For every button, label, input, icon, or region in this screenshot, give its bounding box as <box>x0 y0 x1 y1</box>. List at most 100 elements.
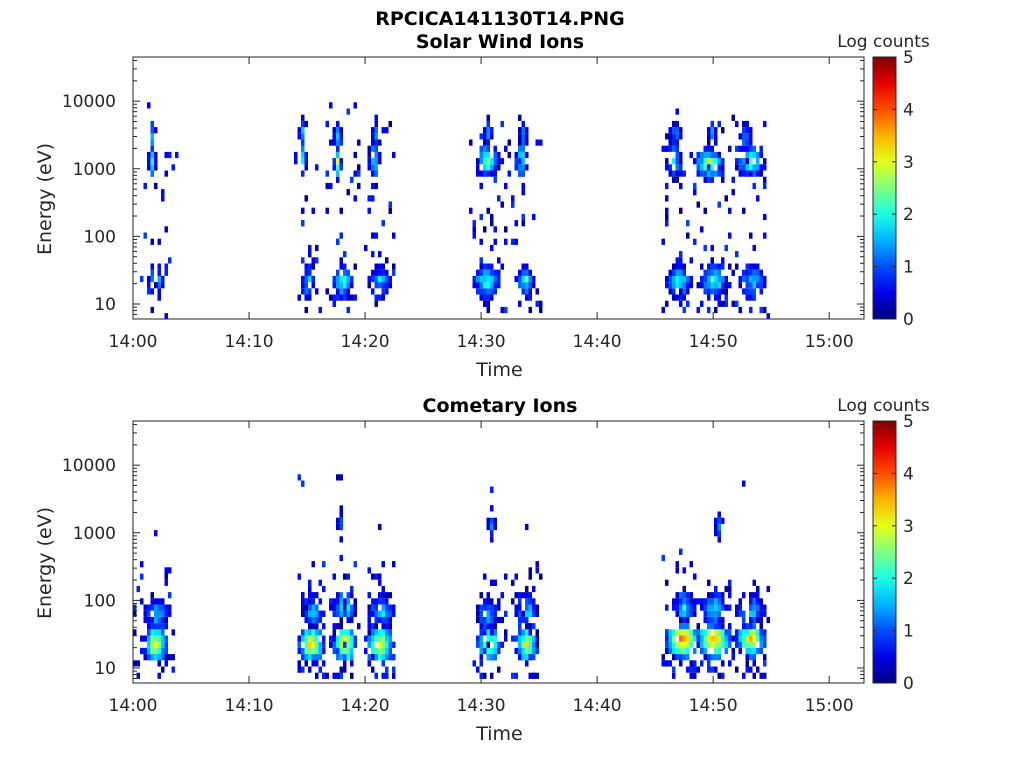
spectrogram-cell <box>710 120 714 128</box>
spectrogram-cell <box>157 598 161 605</box>
spectrogram-cell <box>749 145 753 152</box>
spectrogram-cell <box>157 635 161 642</box>
colorbar-tick-label: 1 <box>903 258 914 278</box>
y-tick-label: 10 <box>94 659 116 679</box>
spectrogram-cell <box>140 598 144 605</box>
spectrogram-cell <box>479 145 483 152</box>
spectrogram-cell <box>493 517 497 524</box>
spectrogram-cell <box>528 592 532 599</box>
spectrogram-cell <box>486 598 490 605</box>
spectrogram-cell <box>500 263 504 270</box>
spectrogram-cell <box>710 133 714 140</box>
spectrogram-cell <box>486 207 490 214</box>
spectrogram-cell <box>721 164 725 171</box>
spectrogram-cell <box>745 145 749 152</box>
spectrogram-cell <box>717 623 721 630</box>
spectrogram-cell <box>154 164 158 171</box>
spectrogram-cell <box>749 598 753 605</box>
spectrogram-cell <box>752 145 756 152</box>
spectrogram-cell <box>371 158 375 165</box>
spectrogram-cell <box>336 517 340 524</box>
spectrogram-cell <box>157 654 161 661</box>
spectrogram-cell <box>493 610 497 617</box>
x-tick-label: 14:50 <box>689 332 738 352</box>
spectrogram-cell <box>532 282 536 289</box>
spectrogram-cell <box>710 641 714 648</box>
spectrogram-cell <box>388 623 392 630</box>
spectrogram-cell <box>493 151 497 159</box>
spectrogram-cell <box>700 647 704 655</box>
spectrogram-cell <box>483 604 487 611</box>
spectrogram-cell <box>525 269 529 276</box>
spectrogram-cell <box>724 282 728 289</box>
spectrogram-cell <box>749 127 753 134</box>
spectrogram-cell <box>504 635 508 642</box>
spectrogram-cell <box>308 579 312 586</box>
spectrogram-cell <box>514 573 518 580</box>
spectrogram-cell <box>721 616 725 624</box>
spectrogram-cell <box>679 269 683 276</box>
spectrogram-cell <box>133 604 137 611</box>
spectrogram-cell <box>325 120 329 128</box>
spectrogram-cell <box>364 635 368 642</box>
spectrogram-cell <box>329 604 333 611</box>
spectrogram-cell <box>745 139 749 146</box>
spectrogram-cell <box>717 263 721 270</box>
spectrogram-cell <box>686 300 690 307</box>
spectrogram-cell <box>381 263 385 270</box>
spectrogram-cell <box>301 610 305 617</box>
spectrogram-cell <box>336 523 340 531</box>
spectrogram-cell <box>311 207 315 214</box>
spectrogram-cell <box>154 647 158 655</box>
spectrogram-cell <box>707 623 711 630</box>
spectrogram-cell <box>700 629 704 636</box>
spectrogram-cell <box>336 610 340 617</box>
spectrogram-cell <box>703 176 707 183</box>
spectrogram-cell <box>749 666 753 673</box>
spectrogram-cell <box>500 158 504 165</box>
spectrogram-cell <box>336 641 340 648</box>
y-tick-label: 10000 <box>62 456 116 476</box>
spectrogram-cell <box>735 251 739 258</box>
spectrogram-cell <box>301 257 305 264</box>
spectrogram-cell <box>504 306 508 314</box>
spectrogram-cell <box>497 647 501 655</box>
spectrogram-cell <box>752 294 756 301</box>
spectrogram-cell <box>672 666 676 673</box>
colorbar-tick-label: 2 <box>903 205 914 225</box>
spectrogram-cell <box>490 672 494 679</box>
spectrogram-cell <box>521 616 525 624</box>
spectrogram-cell <box>738 145 742 152</box>
spectrogram-cell <box>378 158 382 165</box>
spectrogram-cell <box>689 672 693 679</box>
spectrogram-cell <box>535 641 539 648</box>
spectrogram-cell <box>710 288 714 295</box>
spectrogram-cell <box>672 629 676 636</box>
spectrogram-cell <box>679 275 683 283</box>
spectrogram-cell <box>521 269 525 276</box>
spectrogram-cell <box>322 672 326 679</box>
spectrogram-cell <box>763 629 767 636</box>
spectrogram-cell <box>752 629 756 636</box>
spectrogram-cell <box>679 263 683 270</box>
spectrogram-cell <box>343 598 347 605</box>
spectrogram-cell <box>336 269 340 276</box>
spectrogram-cell <box>168 592 172 599</box>
spectrogram-cell <box>742 139 746 146</box>
spectrogram-cell <box>710 610 714 617</box>
colorbar-tick-label: 2 <box>903 569 914 589</box>
spectrogram-cell <box>518 269 522 276</box>
spectrogram-cell <box>374 120 378 128</box>
spectrogram-cell <box>339 641 343 648</box>
spectrogram-cell <box>343 269 347 276</box>
spectrogram-cell <box>168 567 172 574</box>
spectrogram-cell <box>392 151 396 159</box>
spectrogram-cell <box>479 269 483 276</box>
spectrogram-cell <box>378 647 382 655</box>
spectrogram-cell <box>486 120 490 128</box>
spectrogram-cell <box>157 623 161 630</box>
spectrogram-cell <box>297 133 301 140</box>
spectrogram-cell <box>710 269 714 276</box>
spectrogram-cell <box>150 641 154 648</box>
spectrogram-cell <box>497 598 501 605</box>
